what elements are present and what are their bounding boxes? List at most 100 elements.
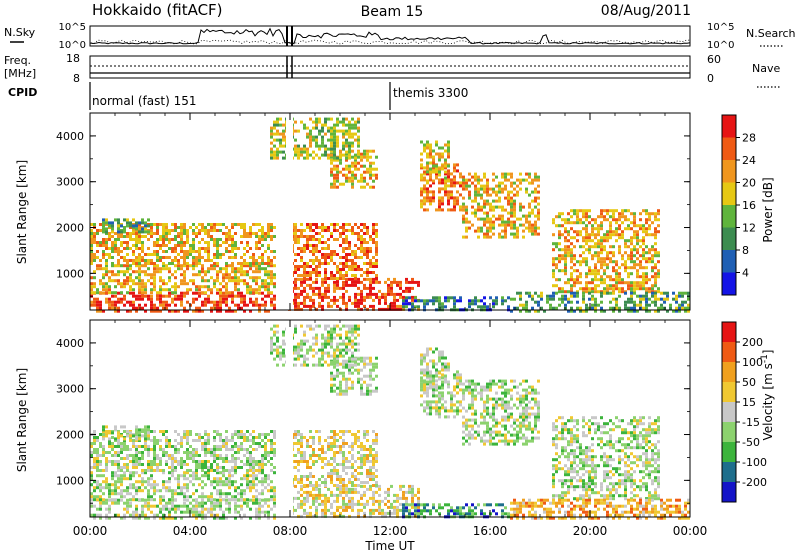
heatmap-cell — [366, 268, 369, 271]
heatmap-cell — [315, 268, 318, 271]
heatmap-cell — [177, 486, 180, 490]
heatmap-cell — [324, 280, 327, 284]
heatmap-cell — [360, 158, 363, 162]
heatmap-cell — [600, 263, 603, 267]
heatmap-cell — [207, 232, 210, 235]
heatmap-cell — [294, 259, 297, 262]
heatmap-cell — [336, 135, 339, 139]
heatmap-cell — [93, 291, 96, 295]
heatmap-cell — [552, 275, 555, 279]
colorbar-swatch — [722, 227, 736, 250]
heatmap-cell — [102, 469, 105, 472]
heatmap-cell — [207, 448, 210, 451]
heatmap-cell — [255, 241, 258, 244]
heatmap-cell — [168, 439, 171, 442]
heatmap-cell — [435, 299, 438, 303]
heatmap-cell — [261, 238, 264, 241]
heatmap-cell — [90, 244, 93, 247]
heatmap-cell — [567, 245, 570, 249]
heatmap-cell — [207, 250, 210, 253]
heatmap-cell — [480, 217, 483, 221]
heatmap-cell — [297, 292, 300, 296]
heatmap-cell — [600, 306, 603, 310]
heatmap-cell — [252, 466, 255, 469]
heatmap-cell — [312, 451, 315, 454]
heatmap-cell — [297, 144, 300, 148]
heatmap-cell — [612, 297, 615, 301]
heatmap-cell — [609, 209, 612, 213]
heatmap-cell — [432, 302, 435, 306]
heatmap-cell — [174, 247, 177, 250]
heatmap-cell — [615, 227, 618, 231]
heatmap-cell — [315, 286, 318, 290]
heatmap-cell — [597, 254, 600, 258]
heatmap-cell — [219, 448, 222, 451]
heatmap-cell — [210, 223, 213, 226]
heatmap-cell — [354, 223, 357, 226]
heatmap-cell — [612, 251, 615, 255]
heatmap-cell — [222, 516, 225, 520]
heatmap-cell — [369, 496, 372, 500]
heatmap-cell — [567, 239, 570, 243]
heatmap-cell — [138, 247, 141, 250]
heatmap-cell — [513, 226, 516, 230]
heatmap-cell — [525, 303, 528, 307]
heatmap-cell — [594, 242, 597, 246]
heatmap-cell — [669, 303, 672, 307]
heatmap-cell — [633, 303, 636, 307]
heatmap-cell — [495, 193, 498, 197]
heatmap-cell — [342, 262, 345, 265]
heatmap-cell — [90, 504, 93, 508]
heatmap-cell — [144, 439, 147, 442]
heatmap-cell — [300, 153, 303, 157]
heatmap-cell — [159, 285, 162, 289]
heatmap-cell — [426, 187, 429, 191]
heatmap-cell — [141, 510, 144, 514]
heatmap-cell — [333, 147, 336, 151]
heatmap-cell — [273, 306, 276, 310]
heatmap-cell — [195, 516, 198, 520]
heatmap-cell — [114, 247, 117, 250]
heatmap-cell — [168, 279, 171, 283]
heatmap-cell — [645, 245, 648, 249]
heatmap-cell — [474, 190, 477, 194]
heatmap-cell — [213, 253, 216, 256]
heatmap-cell — [408, 286, 411, 290]
heatmap-cell — [603, 287, 606, 291]
heatmap-cell — [153, 492, 156, 496]
heatmap-cell — [117, 498, 120, 502]
heatmap-cell — [243, 501, 246, 505]
heatmap-cell — [213, 223, 216, 226]
heatmap-cell — [273, 285, 276, 289]
heatmap-cell — [294, 301, 297, 305]
heatmap-cell — [294, 430, 297, 433]
heatmap-cell — [351, 250, 354, 253]
heatmap-cell — [240, 279, 243, 283]
heatmap-cell — [159, 510, 162, 514]
heatmap-cell — [231, 466, 234, 469]
heatmap-cell — [312, 235, 315, 238]
heatmap-cell — [294, 442, 297, 445]
heatmap-cell — [135, 451, 138, 454]
heatmap-cell — [309, 141, 312, 145]
heatmap-cell — [336, 493, 339, 497]
heatmap-cell — [246, 232, 249, 235]
heatmap-cell — [135, 306, 138, 310]
heatmap-cell — [216, 466, 219, 469]
heatmap-cell — [333, 182, 336, 186]
heatmap-cell — [345, 283, 348, 287]
heatmap-cell — [501, 214, 504, 218]
heatmap-cell — [438, 196, 441, 200]
heatmap-cell — [186, 489, 189, 493]
heatmap-cell — [144, 471, 147, 475]
heatmap-cell — [441, 187, 444, 191]
heatmap-cell — [222, 510, 225, 514]
heatmap-cell — [237, 466, 240, 469]
heatmap-cell — [168, 466, 171, 469]
heatmap-cell — [588, 251, 591, 255]
heatmap-cell — [132, 279, 135, 283]
heatmap-cell — [567, 221, 570, 225]
heatmap-cell — [117, 492, 120, 496]
heatmap-cell — [579, 230, 582, 234]
heatmap-cell — [222, 513, 225, 517]
